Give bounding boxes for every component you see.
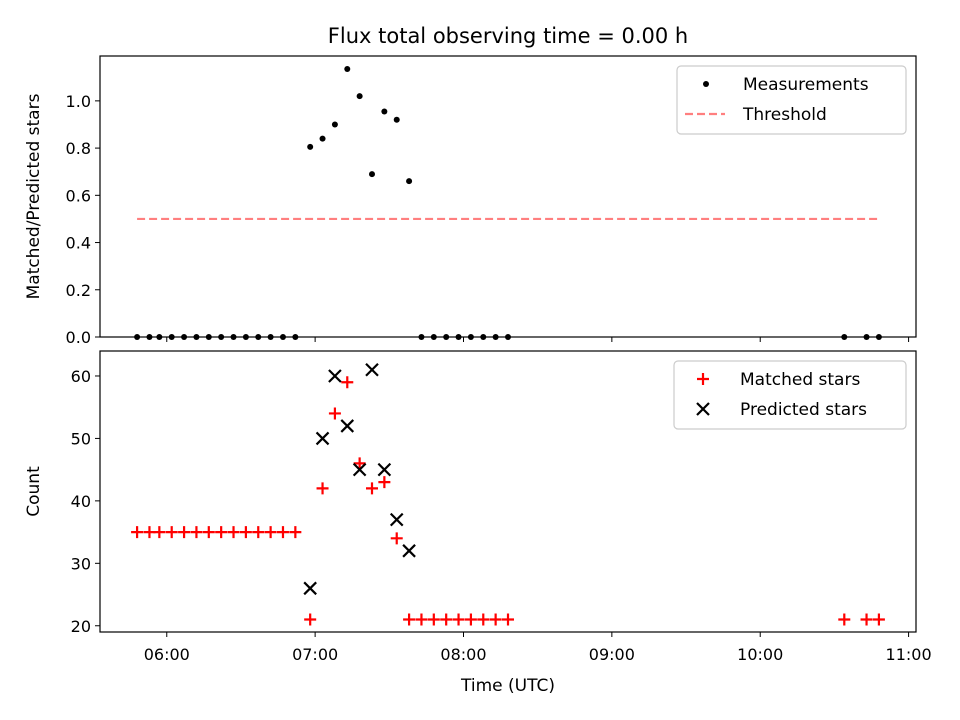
y-tick-label: 40 [71,492,91,511]
legend-swatch [703,81,709,87]
panel-top-ratio: 0.0 0.2 0.4 0.6 0.8 1.0 Matched/Predicted star… [24,55,917,347]
predicted-stars-point [377,462,392,477]
matched-stars-point [227,526,240,539]
legend-swatch [696,402,710,416]
predicted-stars-point [328,369,342,383]
predicted-stars-point [303,581,317,596]
matched-stars-point [366,482,378,495]
matched-stars-point [440,613,453,626]
measurement-point [393,116,400,123]
panel-bottom-counts: 20 30 40 50 60 06:00 07:00 08:00 09:00 10:00 11:00… [24,350,932,696]
matched-stars-point [390,532,403,545]
matched-stars-point [264,526,277,539]
legend-label: Matched stars [740,370,860,390]
matched-stars-point [289,526,302,539]
legend-box [673,360,907,430]
matched-stars-point [403,613,416,626]
y-tick-label: 0.2 [66,281,91,300]
matched-stars-point [252,526,265,539]
measurement-point [307,143,314,150]
matched-stars-point [215,526,228,539]
legend-label: Predicted stars [740,400,867,420]
measurement-point [369,171,375,178]
matched-stars-point [378,476,391,489]
x-tick-label: 09:00 [589,645,635,664]
measurement-point [356,93,363,100]
matched-stars-point [353,457,366,470]
y-tick-label: 0.0 [66,328,91,347]
measurement-point [319,135,326,142]
legend-label: Measurements [743,75,869,95]
matched-stars-point [316,482,329,495]
y-tick-label: 0.8 [66,139,91,158]
measurement-point [331,121,338,128]
legend-box [676,65,907,135]
x-axis-label: Time (UTC) [460,676,555,696]
y-tick-label: 30 [71,554,91,573]
measurement-point [344,65,351,72]
matched-stars-point [276,526,289,539]
axes-frame [99,55,917,338]
x-tick-label: 10:00 [737,645,783,664]
y-tick-label: 1.0 [66,92,91,111]
matched-stars-point [202,526,215,539]
matched-stars-point [427,613,440,626]
legend-label: Threshold [742,105,827,125]
matched-stars-point [415,613,428,626]
y-tick-label: 60 [71,367,91,386]
matched-stars-point [304,613,317,626]
matched-stars-point [190,526,203,539]
axes-frame [99,350,917,633]
chart-title: Flux total observing time = 0.00 h [328,24,688,48]
matched-stars-point [502,613,514,626]
legend: Measurements Threshold [676,65,907,135]
matched-stars-point [489,613,502,626]
x-tick-label: 07:00 [292,645,338,664]
matched-stars-point [872,613,885,626]
x-tick-label: 08:00 [440,645,486,664]
x-tick-label: 11:00 [886,645,932,664]
matched-stars-point [860,613,873,626]
matched-stars-point [178,526,191,539]
y-tick-label: 0.6 [66,186,91,205]
matched-stars-point [131,526,144,539]
matched-stars-point [341,376,354,389]
predicted-stars-point [315,431,330,446]
matched-stars-point [165,526,178,539]
matched-stars-point [452,613,465,626]
y-tick-label: 50 [71,429,91,448]
y-axis-label: Matched/Predicted stars [24,93,44,299]
y-tick-label: 20 [71,617,91,636]
predicted-stars-point [340,419,355,433]
y-axis-label: Count [24,466,44,517]
predicted-stars-point [365,362,379,377]
predicted-stars-point [352,462,367,477]
predicted-stars-point [389,512,404,527]
legend: Matched stars Predicted stars [673,360,907,430]
matched-stars-point [239,526,252,539]
measurement-point [381,108,388,115]
measurement-point [406,178,413,185]
matched-stars-point [328,407,341,420]
matched-stars-point [153,526,166,539]
x-tick-label: 06:00 [144,645,190,664]
matched-stars-point [838,613,851,626]
matched-stars-point [464,613,477,626]
y-tick-label: 0.4 [66,234,91,253]
matched-stars-point [477,613,490,626]
predicted-stars-point [402,544,416,558]
legend-swatch [697,373,709,385]
